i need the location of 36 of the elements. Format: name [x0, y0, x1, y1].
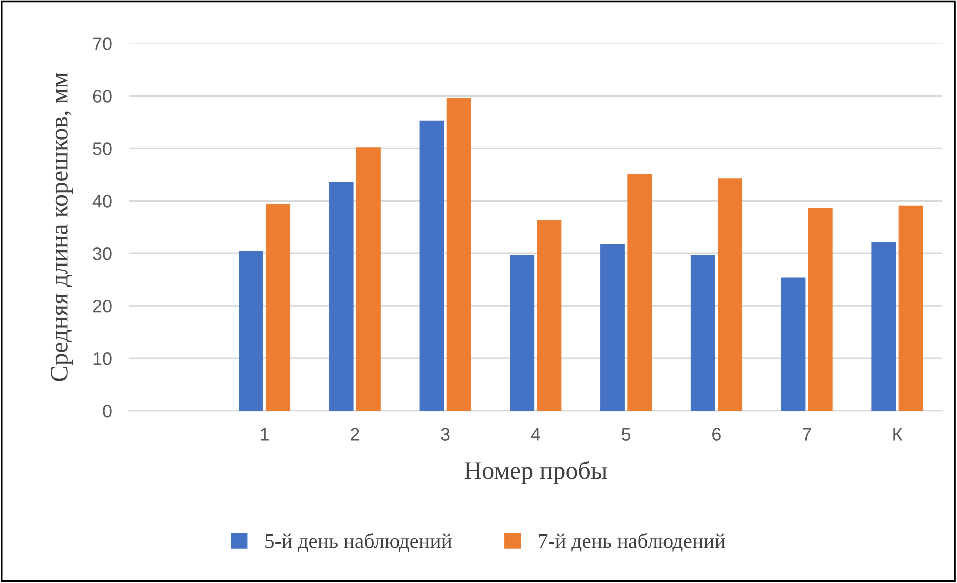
legend-label: 5-й день наблюдений	[266, 533, 452, 552]
bar	[510, 255, 535, 412]
bar	[690, 255, 716, 412]
x-tick-label: 1	[261, 428, 269, 441]
bar	[628, 174, 652, 412]
y-tick-label: 60	[93, 90, 112, 103]
bar	[808, 208, 833, 412]
x-tick-label: 7	[802, 428, 812, 441]
x-tick-label: 3	[441, 428, 450, 441]
y-tick-label: 40	[92, 195, 112, 208]
bar	[872, 242, 896, 412]
bar	[781, 278, 806, 412]
x-axis-title: Номер пробы	[464, 461, 608, 484]
bar	[239, 250, 264, 412]
bar	[718, 178, 742, 412]
legend-label: 7-й день наблюдений	[539, 533, 726, 552]
y-tick-label: 70	[93, 38, 112, 50]
bar	[898, 206, 924, 412]
y-tick-label: 20	[93, 300, 112, 313]
bar	[329, 182, 354, 412]
bar	[266, 204, 291, 412]
bar	[600, 244, 625, 412]
y-tick-label: 0	[103, 404, 112, 418]
y-axis-title: Средняя длина корешков, мм	[51, 72, 74, 382]
y-tick-label: 10	[94, 352, 112, 366]
x-tick-label: 5	[622, 428, 631, 441]
bar	[420, 120, 444, 412]
bar	[537, 220, 562, 412]
x-tick-label: К	[894, 428, 903, 441]
bar	[356, 148, 381, 412]
x-tick-label: 2	[351, 428, 360, 441]
x-tick-label: 6	[712, 428, 721, 441]
x-tick-label: 4	[531, 428, 540, 441]
bar	[446, 98, 472, 412]
y-tick-label: 30	[93, 248, 112, 260]
y-tick-label: 50	[93, 142, 112, 156]
